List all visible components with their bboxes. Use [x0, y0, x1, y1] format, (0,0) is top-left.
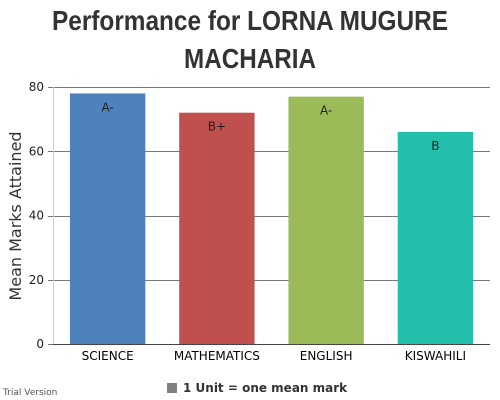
x-axis-categories: SCIENCE MATHEMATICS ENGLISH KISWAHILI: [82, 349, 466, 363]
data-label: A-: [101, 100, 113, 114]
bar-english: [288, 96, 364, 344]
chart-title-line-2: MACHARIA: [184, 43, 316, 74]
legend-label: 1 Unit = one mean mark: [183, 381, 348, 395]
y-tick-label: 40: [29, 209, 44, 223]
data-labels: A- B+ A- B: [101, 100, 439, 153]
y-axis-label: Mean Marks Attained: [6, 131, 25, 300]
y-tick-label: 80: [29, 80, 44, 94]
x-category-label: MATHEMATICS: [174, 349, 260, 363]
bars: [69, 93, 474, 344]
data-label: B+: [208, 120, 226, 134]
x-category-label: SCIENCE: [82, 349, 134, 363]
y-axis-ticks: 0 20 40 60 80: [29, 80, 53, 351]
bar-mathematics: [179, 112, 255, 344]
bar-kiswahili: [397, 131, 474, 344]
bar-science: [69, 93, 146, 344]
trial-watermark: Trial Version: [2, 388, 57, 398]
data-label: B: [431, 139, 439, 153]
y-tick-label: 0: [36, 337, 44, 351]
y-tick-label: 20: [29, 273, 44, 287]
chart-title-line-1: Performance for LORNA MUGURE: [52, 5, 448, 36]
x-category-label: KISWAHILI: [405, 349, 466, 363]
data-label: A-: [320, 104, 332, 118]
x-category-label: ENGLISH: [300, 349, 353, 363]
y-tick-label: 60: [29, 144, 44, 158]
legend-swatch: [167, 383, 177, 393]
